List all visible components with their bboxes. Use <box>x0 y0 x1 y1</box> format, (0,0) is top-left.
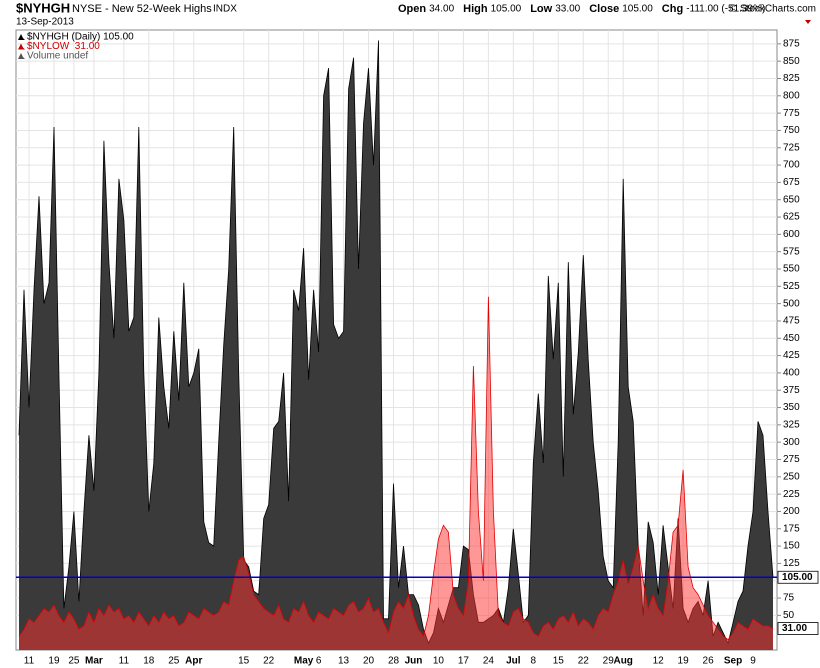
x-tick-label: 25 <box>168 656 180 667</box>
y-tick-label: 750 <box>783 125 800 136</box>
last-value-box <box>777 622 819 635</box>
x-tick-label: 11 <box>119 656 130 667</box>
quote-value: 33.00 <box>555 4 580 15</box>
quote-label: Chg <box>662 3 683 15</box>
x-tick-label: 20 <box>363 656 375 667</box>
y-tick-label: 700 <box>783 160 800 171</box>
y-tick-label: 300 <box>783 437 800 448</box>
y-tick-label: 575 <box>783 246 800 257</box>
quote-value: -111.00 (-51.39%) <box>686 4 765 15</box>
legend-icon <box>18 53 25 59</box>
x-tick-label: 22 <box>263 656 275 667</box>
legend-entry: Volume undef <box>27 51 88 62</box>
y-tick-label: 350 <box>783 402 800 413</box>
y-tick-label: 225 <box>783 489 800 500</box>
y-tick-label: 200 <box>783 506 800 517</box>
credit: © StockCharts.com <box>730 4 816 15</box>
x-tick-label: 8 <box>531 656 537 667</box>
y-tick-label: 825 <box>783 73 800 84</box>
x-tick-label: Mar <box>85 656 103 667</box>
legend-entry: $NYHGH (Daily) 105.00 <box>27 32 134 43</box>
y-tick-label: 325 <box>783 420 800 431</box>
y-tick-label: 475 <box>783 316 800 327</box>
quote-label: Low <box>530 3 552 15</box>
x-tick-label: 25 <box>68 656 80 667</box>
legend-icon <box>18 43 25 50</box>
down-arrow <box>805 20 811 24</box>
y-tick-label: 625 <box>783 212 800 223</box>
series-line <box>18 40 774 645</box>
x-tick-label: 12 <box>653 656 665 667</box>
y-tick-label: 875 <box>783 38 800 49</box>
exchange: INDX <box>213 4 237 15</box>
y-tick-label: 450 <box>783 333 800 344</box>
y-tick-label: 75 <box>783 593 795 604</box>
legend-entry: $NYLOW 31.00 <box>27 41 100 52</box>
y-tick-label: 50 <box>783 610 795 621</box>
y-tick-label: 675 <box>783 177 800 188</box>
x-tick-label: Apr <box>185 656 202 667</box>
symbol: $NYHGH <box>16 0 70 15</box>
y-tick-label: 425 <box>783 350 800 361</box>
x-tick-label: Sep <box>724 656 742 667</box>
quote-label: Open <box>398 3 426 15</box>
y-tick-label: 775 <box>783 108 800 119</box>
x-tick-label: May <box>294 656 314 667</box>
quote-value: 105.00 <box>622 4 653 15</box>
x-tick-label: 9 <box>750 656 756 667</box>
y-tick-label: 400 <box>783 368 800 379</box>
y-tick-label: 275 <box>783 454 800 465</box>
date: 13-Sep-2013 <box>16 17 74 28</box>
y-tick-label: 850 <box>783 56 800 67</box>
y-tick-label: 125 <box>783 558 800 569</box>
y-tick-label: 725 <box>783 142 800 153</box>
last-value-box <box>777 570 819 584</box>
x-tick-label: 18 <box>143 656 155 667</box>
x-tick-label: 11 <box>24 656 35 667</box>
y-tick-label: 800 <box>783 90 800 101</box>
x-tick-label: 24 <box>483 656 495 667</box>
x-tick-label: 26 <box>703 656 715 667</box>
quote-value: 34.00 <box>429 4 454 15</box>
x-tick-label: 15 <box>553 656 565 667</box>
last-value-label: 31.00 <box>782 623 807 634</box>
x-tick-label: 13 <box>338 656 350 667</box>
x-tick-label: 28 <box>388 656 400 667</box>
y-tick-label: 525 <box>783 281 800 292</box>
x-tick-label: 6 <box>316 656 322 667</box>
y-tick-label: 375 <box>783 385 800 396</box>
x-tick-label: 22 <box>578 656 590 667</box>
x-tick-label: Jun <box>405 656 423 667</box>
area-fill <box>19 296 773 650</box>
x-tick-label: 19 <box>678 656 690 667</box>
y-tick-label: 650 <box>783 194 800 205</box>
last-value-label: 105.00 <box>782 572 813 583</box>
y-tick-label: 600 <box>783 229 800 240</box>
y-tick-label: 250 <box>783 471 800 482</box>
x-tick-label: 17 <box>458 656 470 667</box>
y-tick-label: 550 <box>783 264 800 275</box>
instrument-name: NYSE - New 52-Week Highs <box>72 3 212 15</box>
x-tick-label: Jul <box>506 656 521 667</box>
quote-value: 105.00 <box>491 4 522 15</box>
y-tick-label: 175 <box>783 523 800 534</box>
quote-label: High <box>463 3 488 15</box>
y-tick-label: 150 <box>783 541 800 552</box>
x-tick-label: 15 <box>238 656 250 667</box>
x-tick-label: Aug <box>613 656 632 667</box>
area-fill <box>19 40 773 650</box>
quote: Open 34.00 High 105.00 Low 33.00 Close 105.00 Ch… <box>398 3 765 15</box>
y-tick-label: 500 <box>783 298 800 309</box>
x-tick-label: 19 <box>48 656 60 667</box>
series-line <box>18 296 774 641</box>
x-tick-label: 10 <box>433 656 445 667</box>
quote-label: Close <box>589 3 619 15</box>
x-tick-label: 29 <box>603 656 615 667</box>
legend-icon <box>18 34 25 40</box>
